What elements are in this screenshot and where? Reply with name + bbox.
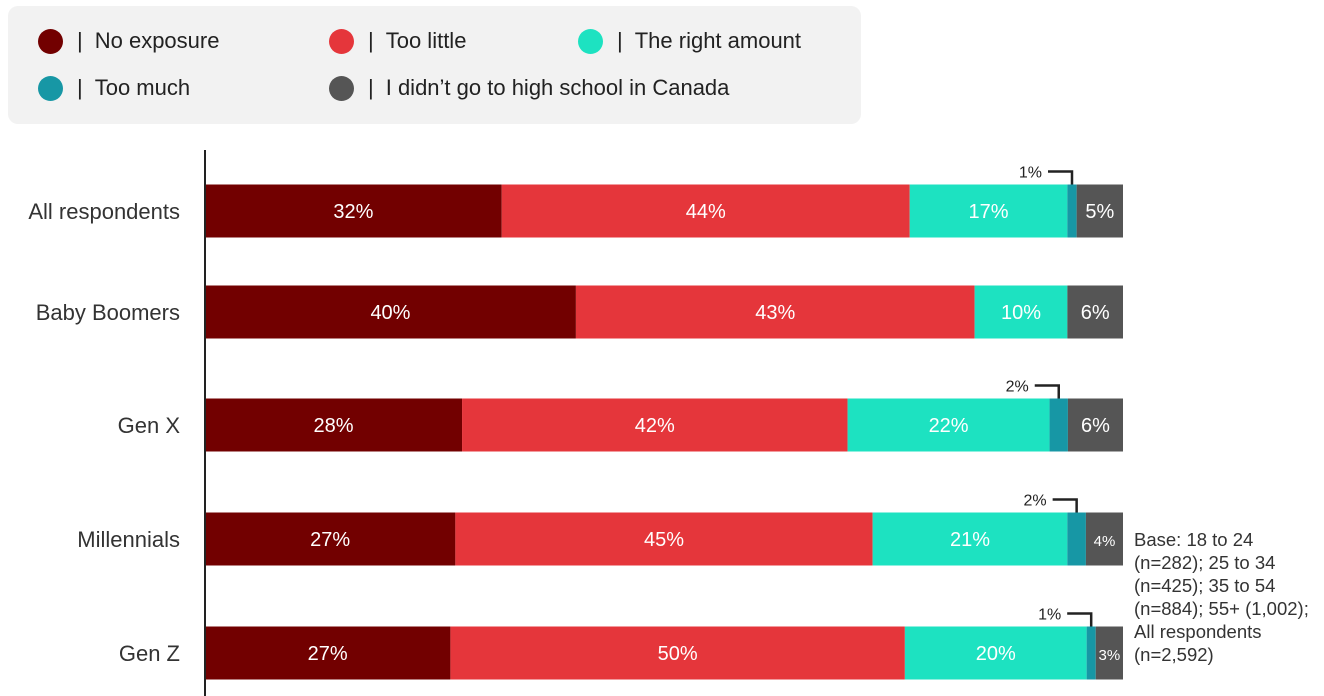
bar-segment (1067, 184, 1077, 238)
data-label: 2% (1006, 379, 1029, 396)
legend-label: I didn’t go to high school in Canada (385, 75, 730, 100)
bar-segment (1086, 626, 1096, 680)
category-label: Gen Z (119, 641, 180, 666)
bar-segment (205, 285, 576, 339)
data-label: 28% (314, 415, 354, 437)
bar-segment (1067, 285, 1123, 339)
legend-label: No exposure (94, 28, 220, 53)
category-label: All respondents (28, 199, 180, 224)
legend-swatch (578, 28, 603, 54)
data-label: 10% (1001, 302, 1041, 324)
leader-line (1052, 498, 1078, 513)
data-label: 6% (1081, 415, 1110, 437)
data-label: 50% (658, 643, 698, 665)
bar-segment (205, 626, 451, 680)
data-label: 3% (1099, 647, 1121, 664)
data-label: 20% (976, 643, 1016, 665)
bar-segment (1067, 398, 1123, 452)
bar-segment (462, 398, 848, 452)
data-label: 17% (969, 201, 1009, 223)
bar-segment (904, 626, 1087, 680)
bar-segment (974, 285, 1068, 339)
data-label: 27% (310, 529, 350, 551)
data-label: 1% (1019, 165, 1042, 182)
bar-segment (205, 184, 502, 238)
legend-item-no-high-school: | I didn’t go to high school in Canada (329, 73, 729, 103)
legend-swatch (329, 75, 354, 101)
legend-separator: | (77, 28, 83, 53)
bar-segment (455, 512, 873, 566)
bar-segment (1067, 512, 1086, 566)
bar-segment (205, 512, 456, 566)
data-label: 42% (635, 415, 675, 437)
leader-line (1034, 384, 1060, 399)
data-label: 21% (950, 529, 990, 551)
leader-line (1067, 612, 1093, 627)
data-label: 40% (370, 302, 410, 324)
legend-label: The right amount (634, 28, 802, 53)
legend-separator: | (77, 75, 83, 100)
legend-item-no-exposure: | No exposure (38, 26, 219, 56)
legend-separator: | (368, 75, 374, 100)
bar-segment (450, 626, 905, 680)
legend-separator: | (617, 28, 623, 53)
category-label: Gen X (118, 413, 181, 438)
data-label: 4% (1094, 533, 1116, 550)
legend-label: Too little (385, 28, 467, 53)
legend-item-right-amount: | The right amount (578, 26, 801, 56)
bar-segment (847, 398, 1050, 452)
legend-item-too-much: | Too much (38, 73, 190, 103)
data-label: 44% (686, 201, 726, 223)
category-label: Baby Boomers (36, 300, 180, 325)
bar-segment (575, 285, 975, 339)
bar-segment (1085, 512, 1123, 566)
legend-separator: | (368, 28, 374, 53)
legend-swatch (38, 75, 63, 101)
data-label: 2% (1024, 493, 1047, 510)
category-label: Millennials (77, 527, 180, 552)
legend-swatch (38, 28, 63, 54)
leader-line (1048, 170, 1074, 185)
data-label: 43% (755, 302, 795, 324)
data-label: 5% (1085, 201, 1114, 223)
legend: | No exposure | Too little | The right a… (8, 6, 861, 124)
data-label: 27% (308, 643, 348, 665)
data-label: 6% (1081, 302, 1110, 324)
base-note: Base: 18 to 24 (n=282); 25 to 34 (n=425)… (1134, 529, 1309, 665)
legend-label: Too much (94, 75, 191, 100)
data-label: 22% (929, 415, 969, 437)
bar-segment (1049, 398, 1068, 452)
legend-item-too-little: | Too little (329, 26, 466, 56)
bar-segment (501, 184, 910, 238)
data-label: 45% (644, 529, 684, 551)
data-label: 32% (333, 201, 373, 223)
bar-segment (205, 398, 463, 452)
data-label: 1% (1038, 607, 1061, 624)
legend-swatch (329, 28, 354, 54)
bar-segment (872, 512, 1068, 566)
bar-segment (1076, 184, 1123, 238)
bar-segment (1095, 626, 1123, 680)
bar-segment (909, 184, 1068, 238)
